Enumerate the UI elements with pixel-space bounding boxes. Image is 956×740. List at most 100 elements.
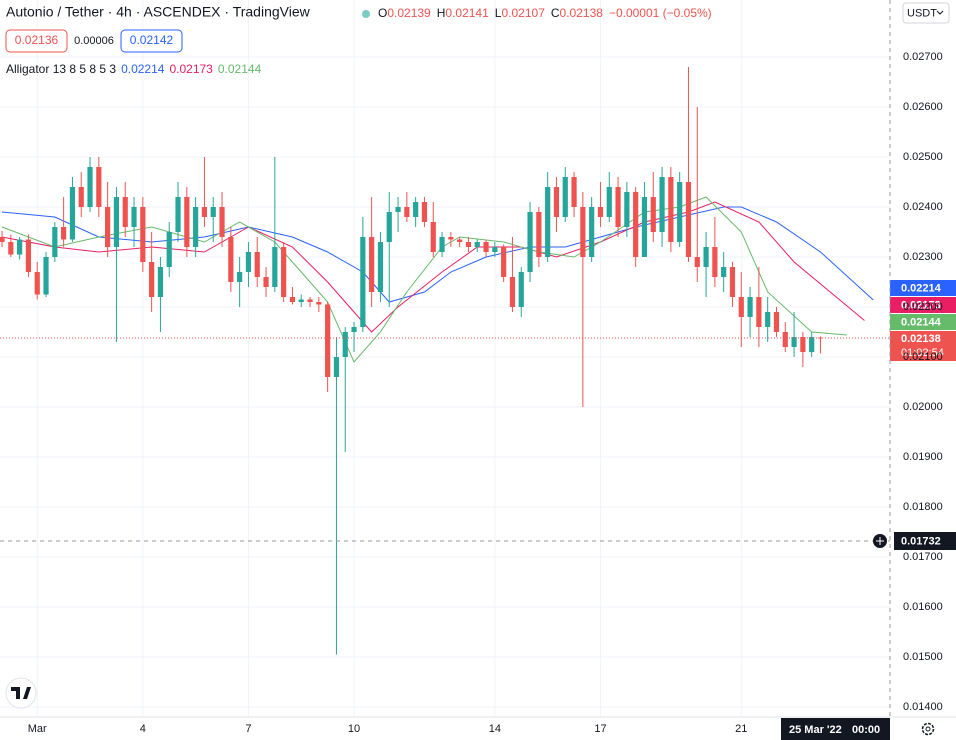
candle-body xyxy=(501,247,507,277)
candle-body xyxy=(729,267,736,297)
candle-body xyxy=(633,192,639,257)
candle-body xyxy=(694,257,700,267)
indicator-value: 0.02173 xyxy=(169,62,213,76)
y-tick-label: 0.02700 xyxy=(903,51,943,63)
x-tick-label: 7 xyxy=(245,723,251,735)
candle-body xyxy=(175,197,181,232)
candle-body xyxy=(659,177,665,232)
candle-body xyxy=(562,177,568,217)
candle-body xyxy=(571,177,577,207)
y-tick-label: 0.02200 xyxy=(903,301,943,313)
candle-body xyxy=(316,302,322,305)
y-tick-label: 0.01900 xyxy=(903,451,943,463)
candle-body xyxy=(809,337,815,352)
candle-body xyxy=(448,237,454,240)
candle-body xyxy=(712,247,718,277)
candle-body xyxy=(25,239,32,272)
candle-body xyxy=(483,242,489,252)
candle-body xyxy=(210,207,216,217)
indicator-tag xyxy=(890,314,956,330)
candle-body xyxy=(509,277,516,307)
candle-body xyxy=(527,212,533,272)
indicator-tag-label: 0.02144 xyxy=(901,316,942,328)
x-tick-label: 14 xyxy=(489,723,501,735)
indicator-tag xyxy=(890,280,956,296)
y-tick-label: 0.02300 xyxy=(903,251,943,263)
candle-body xyxy=(817,337,824,339)
add-icon xyxy=(876,537,884,545)
candle-body xyxy=(157,267,164,297)
candle-body xyxy=(703,247,709,267)
candle-body xyxy=(281,247,287,297)
ohlc-value: 0.02141 xyxy=(445,6,489,20)
y-tick-label: 0.02500 xyxy=(903,151,943,163)
candle-body xyxy=(474,242,480,247)
candle-body xyxy=(193,207,199,247)
y-tick-label: 0.01400 xyxy=(903,701,943,713)
candle-body xyxy=(421,202,428,222)
candle-body xyxy=(773,312,780,332)
bid-box[interactable] xyxy=(5,29,68,53)
candle-body xyxy=(78,187,84,207)
candle-body xyxy=(492,247,498,252)
indicator-value: 0.02144 xyxy=(218,62,262,76)
candle-body xyxy=(61,227,67,240)
candle-body xyxy=(606,187,612,217)
x-tick-label: Mar xyxy=(28,723,47,735)
candle-body xyxy=(289,297,296,302)
candle-body xyxy=(439,237,445,252)
candle-body xyxy=(245,252,252,272)
candle-body xyxy=(263,277,269,287)
candle-body xyxy=(166,232,172,267)
candle-body xyxy=(237,272,243,282)
indicator-tag xyxy=(890,297,956,313)
candle-body xyxy=(8,242,14,255)
candle-body xyxy=(395,207,401,212)
candle-body xyxy=(219,207,225,237)
ohlc-value: 0.02138 xyxy=(560,6,604,20)
candle-body xyxy=(105,207,111,247)
candle-body xyxy=(597,207,604,217)
candle-body xyxy=(272,247,278,287)
y-tick-label: 0.02400 xyxy=(903,201,943,213)
candle-body xyxy=(333,357,340,377)
candle-body xyxy=(342,332,348,357)
candle-body xyxy=(52,227,58,257)
candle-body xyxy=(96,167,102,207)
y-tick-label: 0.02000 xyxy=(903,401,943,413)
candle-body xyxy=(589,207,595,257)
settings-gear[interactable] xyxy=(921,722,935,736)
candle-body xyxy=(721,267,727,277)
crosshair-time-box xyxy=(781,718,890,740)
ohlc-value: 0.02139 xyxy=(387,6,431,20)
candle-body xyxy=(747,297,753,317)
ask-price: 0.02142 xyxy=(130,33,174,47)
candle-body xyxy=(369,237,375,292)
candle-body xyxy=(34,272,40,295)
candle-body xyxy=(43,257,49,295)
indicator-name: Alligator 13 8 5 8 5 3 xyxy=(6,62,116,76)
candle-body xyxy=(0,237,5,242)
candle-body xyxy=(140,207,146,262)
ohlc-label: O xyxy=(378,6,387,20)
ask-box[interactable] xyxy=(120,29,183,53)
dropdown-arrow xyxy=(936,10,944,15)
candle-body xyxy=(624,192,630,227)
candle-body xyxy=(307,299,313,302)
price-tag-label: 0.02138 xyxy=(901,333,941,345)
indicator-legend: Alligator 13 8 5 8 5 3 0.02214 0.02173 0.02… xyxy=(6,62,262,76)
candle-body xyxy=(201,207,208,217)
currency-button[interactable] xyxy=(902,2,950,24)
bid-price: 0.02136 xyxy=(15,33,59,47)
chart-title: Autonio / Tether · 4h · ASCENDEX · Tradi… xyxy=(6,4,311,20)
candle-body xyxy=(765,312,771,327)
candle-body xyxy=(465,242,472,247)
y-tick-label: 0.01800 xyxy=(903,501,943,513)
x-tick-label: 21 xyxy=(735,723,747,735)
candle-body xyxy=(553,187,560,217)
candle-body xyxy=(518,272,524,307)
indicator-tag-label: 0.02214 xyxy=(901,282,942,294)
candle-body xyxy=(377,242,384,292)
x-tick-label: 4 xyxy=(140,723,146,735)
